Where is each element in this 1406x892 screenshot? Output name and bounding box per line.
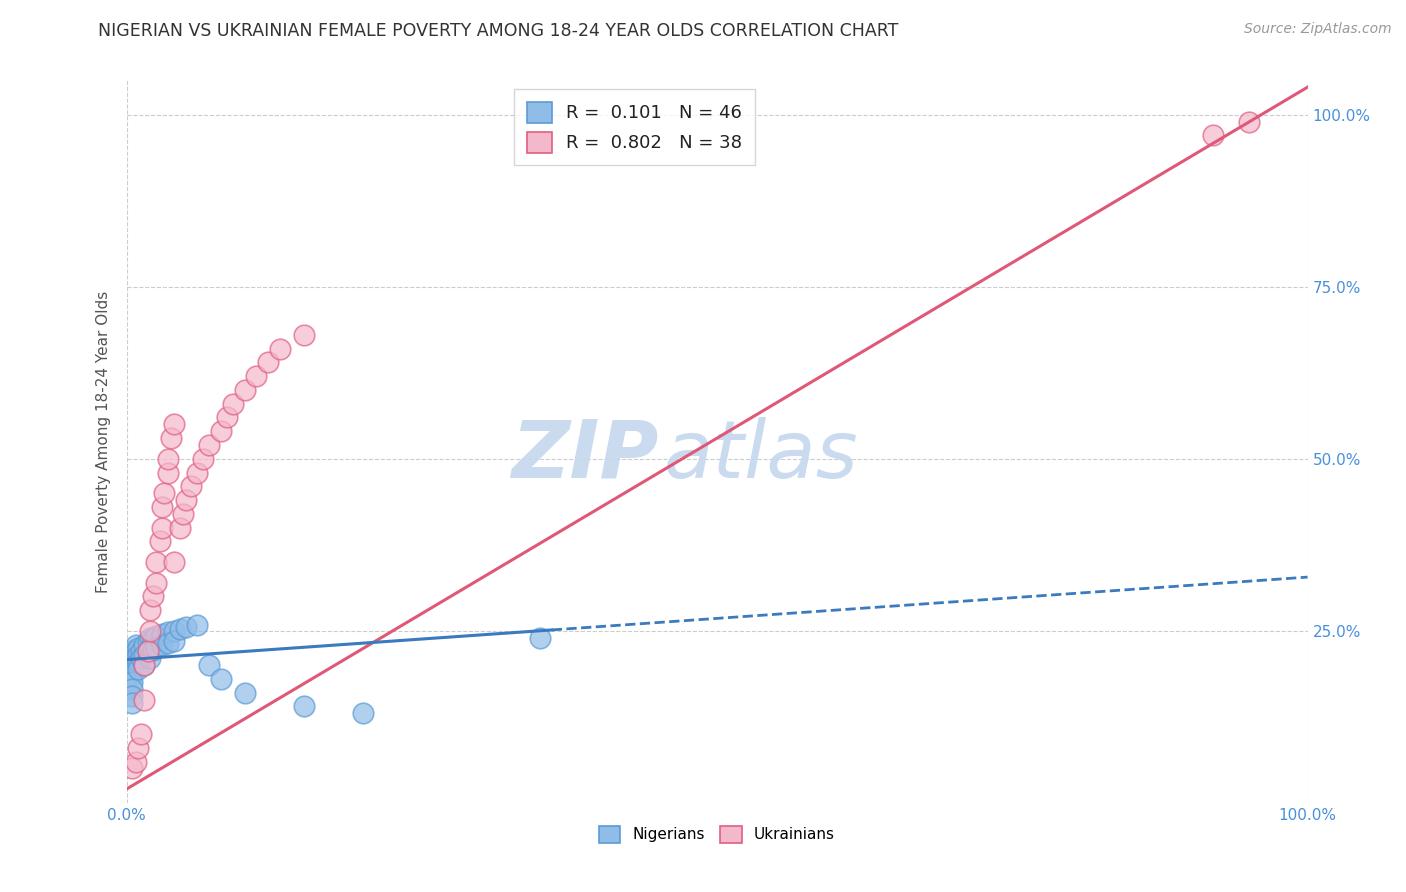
Point — [127, 740, 149, 755]
Point — [141, 643, 163, 657]
Point — [127, 640, 149, 655]
Point — [121, 675, 143, 690]
Text: Source: ZipAtlas.com: Source: ZipAtlas.com — [1244, 22, 1392, 37]
Text: ZIP: ZIP — [510, 417, 658, 495]
Point — [174, 620, 197, 634]
Point — [269, 342, 291, 356]
Point — [169, 623, 191, 637]
Point — [174, 493, 197, 508]
Point — [129, 644, 152, 658]
Point — [129, 651, 152, 665]
Point — [150, 638, 173, 652]
Text: NIGERIAN VS UKRAINIAN FEMALE POVERTY AMONG 18-24 YEAR OLDS CORRELATION CHART: NIGERIAN VS UKRAINIAN FEMALE POVERTY AMO… — [98, 22, 898, 40]
Point — [352, 706, 374, 721]
Point — [134, 638, 156, 652]
Point — [121, 662, 143, 676]
Point — [163, 624, 186, 638]
Point — [222, 397, 245, 411]
Point — [121, 689, 143, 703]
Point — [292, 699, 315, 714]
Text: atlas: atlas — [664, 417, 859, 495]
Point — [150, 500, 173, 514]
Point — [139, 640, 162, 655]
Point — [198, 658, 221, 673]
Point — [186, 618, 208, 632]
Point — [1237, 114, 1260, 128]
Point — [156, 636, 179, 650]
Point — [125, 651, 148, 665]
Point — [153, 486, 176, 500]
Point — [156, 625, 179, 640]
Point — [156, 466, 179, 480]
Point — [125, 638, 148, 652]
Point — [145, 555, 167, 569]
Point — [127, 648, 149, 662]
Point — [121, 658, 143, 673]
Point — [149, 632, 172, 646]
Point — [257, 355, 280, 369]
Point — [139, 631, 162, 645]
Point — [145, 575, 167, 590]
Point — [160, 431, 183, 445]
Point — [121, 682, 143, 697]
Point — [134, 658, 156, 673]
Point — [121, 696, 143, 710]
Point — [245, 369, 267, 384]
Point — [127, 662, 149, 676]
Point — [134, 648, 156, 662]
Point — [233, 383, 256, 397]
Point — [215, 410, 238, 425]
Point — [141, 590, 163, 604]
Point — [136, 644, 159, 658]
Point — [127, 655, 149, 669]
Point — [149, 534, 172, 549]
Point — [169, 520, 191, 534]
Point — [121, 644, 143, 658]
Point — [292, 327, 315, 342]
Legend: Nigerians, Ukrainians: Nigerians, Ukrainians — [593, 820, 841, 849]
Point — [193, 451, 215, 466]
Point — [139, 603, 162, 617]
Point — [233, 686, 256, 700]
Y-axis label: Female Poverty Among 18-24 Year Olds: Female Poverty Among 18-24 Year Olds — [96, 291, 111, 592]
Point — [198, 438, 221, 452]
Point — [136, 634, 159, 648]
Point — [150, 520, 173, 534]
Point — [163, 634, 186, 648]
Point — [172, 507, 194, 521]
Point — [186, 466, 208, 480]
Point — [163, 555, 186, 569]
Point — [134, 692, 156, 706]
Point — [121, 651, 143, 665]
Point — [136, 644, 159, 658]
Point — [121, 761, 143, 775]
Point — [145, 640, 167, 655]
Point — [125, 644, 148, 658]
Point — [139, 624, 162, 638]
Point — [150, 627, 173, 641]
Point — [209, 424, 232, 438]
Point — [125, 755, 148, 769]
Point — [121, 668, 143, 682]
Point — [529, 631, 551, 645]
Point — [209, 672, 232, 686]
Point — [145, 629, 167, 643]
Point — [134, 658, 156, 673]
Point — [1202, 128, 1225, 143]
Point — [129, 727, 152, 741]
Point — [156, 451, 179, 466]
Point — [141, 632, 163, 646]
Point — [139, 651, 162, 665]
Point — [163, 417, 186, 432]
Point — [180, 479, 202, 493]
